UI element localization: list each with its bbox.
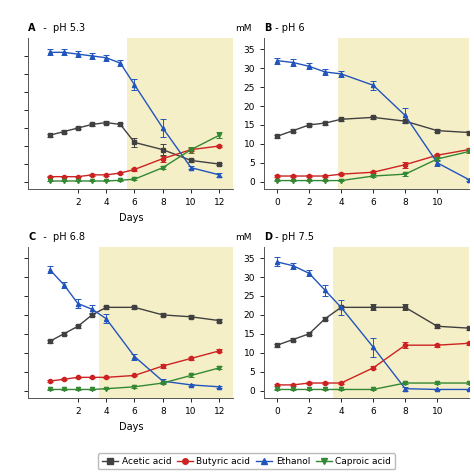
Text: C: C [28,232,36,242]
Text: B: B [264,23,272,33]
X-axis label: Days: Days [118,213,143,223]
Legend: Acetic acid, Butyric acid, Ethanol, Caproic acid: Acetic acid, Butyric acid, Ethanol, Capr… [98,453,395,469]
Text: A: A [28,23,36,33]
Text: -  pH 6.8: - pH 6.8 [36,232,85,242]
Text: -  pH 5.3: - pH 5.3 [36,23,85,33]
Text: D: D [264,232,272,242]
Bar [99,209,234,417]
X-axis label: Days: Days [118,422,143,432]
Bar [333,209,469,417]
Bar [128,2,234,207]
Text: mM: mM [236,233,252,242]
Text: - pH 6: - pH 6 [273,23,305,33]
Text: - pH 7.5: - pH 7.5 [273,232,314,242]
Bar [338,0,469,208]
Text: mM: mM [236,24,252,33]
